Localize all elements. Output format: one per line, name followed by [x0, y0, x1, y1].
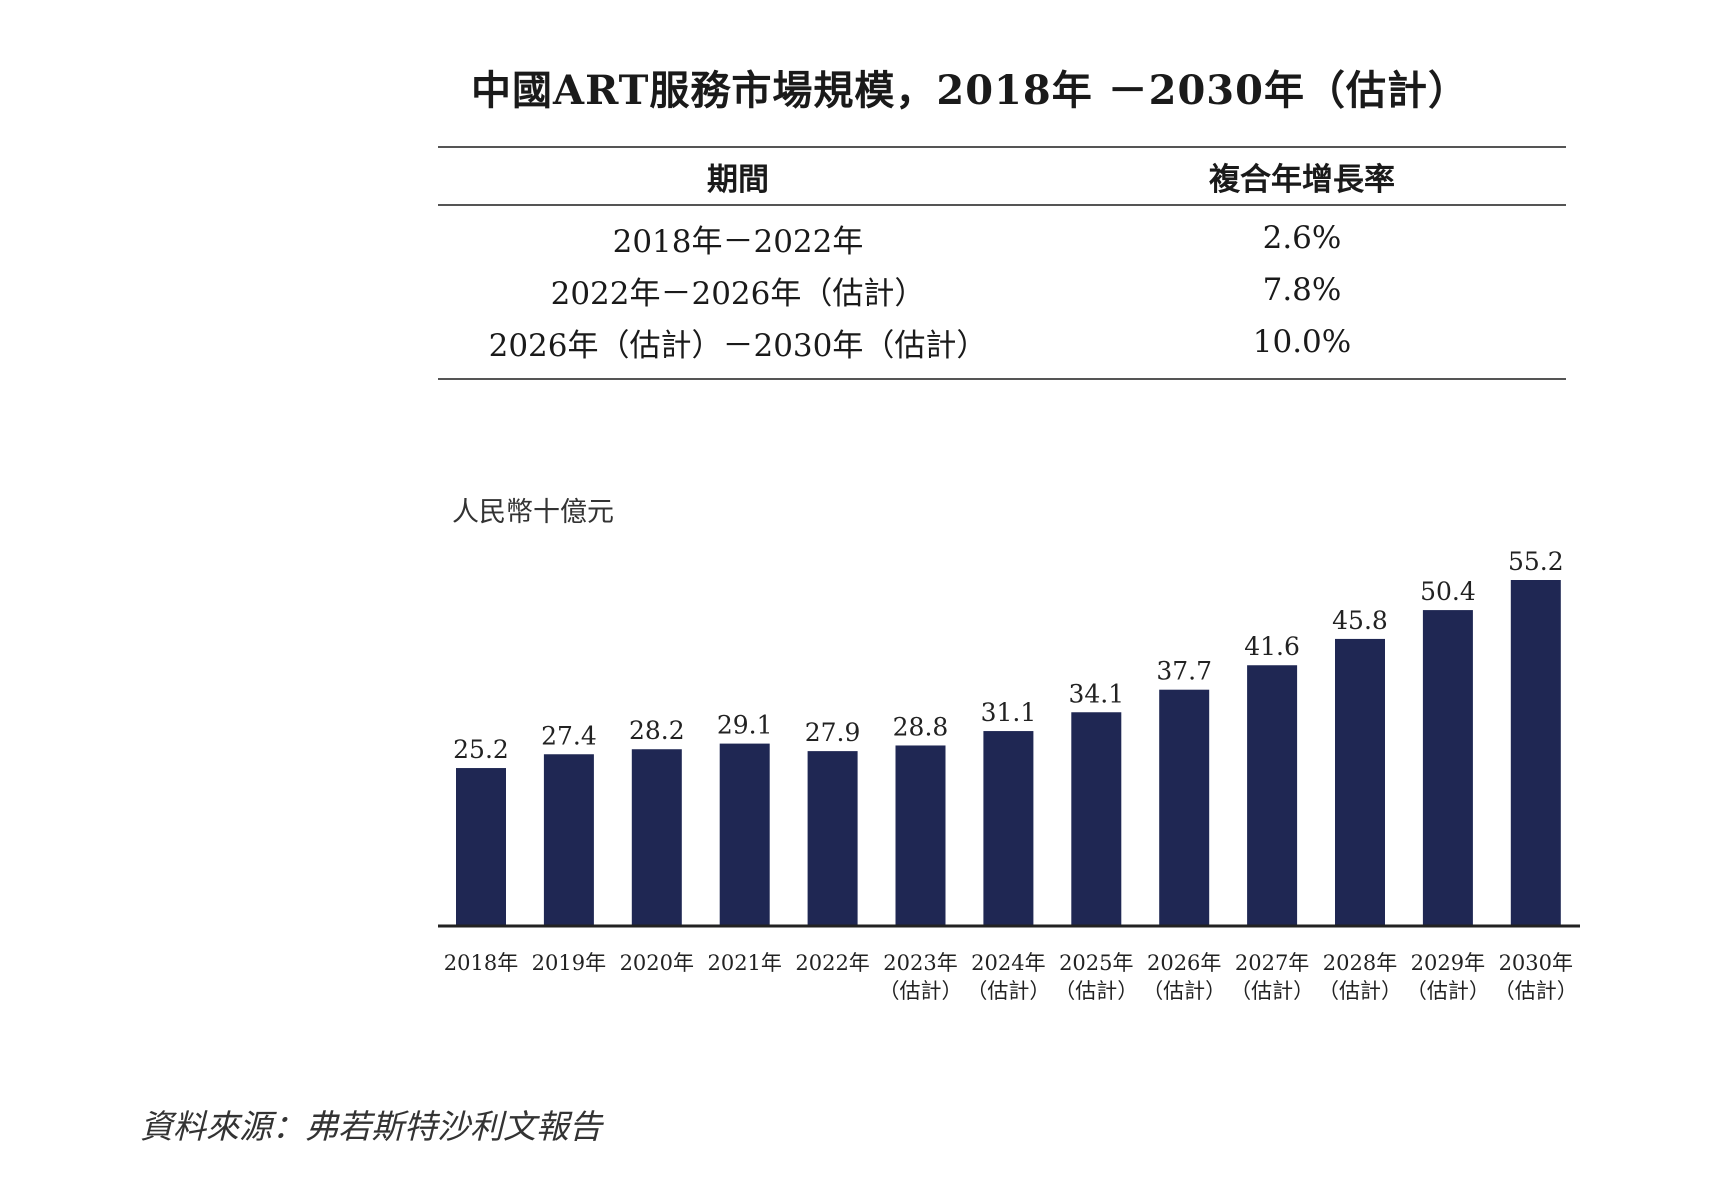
bar: [1335, 638, 1385, 926]
bar: [456, 768, 506, 926]
data-label: 25.2: [453, 735, 509, 764]
data-label: 28.8: [893, 712, 949, 741]
period-cell: 2022年－2026年（估計）: [550, 275, 926, 312]
x-tick-note: （估計）: [1406, 979, 1490, 1003]
x-tick-label: 2024年: [971, 951, 1045, 975]
table-row: 2018年－2022年 2.6%: [438, 212, 1566, 264]
cagr-cell: 7.8%: [1262, 272, 1342, 308]
x-tick-label: 2020年: [620, 951, 694, 975]
data-label: 29.1: [717, 711, 773, 740]
x-tick-label: 2019年: [532, 951, 606, 975]
x-tick-label: 2025年: [1059, 951, 1133, 975]
x-tick-note: （估計）: [1142, 979, 1226, 1003]
x-tick-note: （估計）: [879, 979, 963, 1003]
x-tick-label: 2029年: [1411, 951, 1485, 975]
data-label: 31.1: [981, 698, 1037, 727]
x-tick-note: （估計）: [1318, 979, 1402, 1003]
bar: [631, 749, 682, 926]
bar: [1422, 610, 1473, 926]
bar: [719, 743, 770, 926]
bar: [1247, 665, 1298, 926]
x-tick-label: 2030年: [1499, 951, 1573, 975]
chart-title: 中國ART服務市場規模，2018年 －2030年（估計）: [471, 67, 1469, 114]
table-bottom-rule: [438, 378, 1566, 380]
x-tick-label: 2023年: [883, 951, 957, 975]
bar: [543, 754, 594, 926]
table-header-row: 期間 複合年增長率: [438, 148, 1566, 204]
cagr-cell: 10.0%: [1252, 324, 1352, 360]
y-unit-label: 人民幣十億元: [452, 497, 614, 528]
cagr-table: 期間 複合年增長率 2018年－2022年 2.6% 2022年－2026年（估…: [438, 146, 1566, 380]
data-label: 34.1: [1068, 679, 1124, 708]
data-label: 55.2: [1508, 547, 1564, 576]
data-label: 27.4: [541, 721, 597, 750]
table-row: 2022年－2026年（估計） 7.8%: [438, 264, 1566, 316]
table-header-rule: [438, 204, 1566, 206]
data-label: 28.2: [629, 716, 685, 745]
x-tick-label: 2021年: [707, 951, 781, 975]
bar: [1159, 689, 1210, 926]
data-label: 27.9: [805, 718, 861, 747]
bar: [807, 751, 858, 926]
x-tick-note: （估計）: [1494, 979, 1578, 1003]
table-row: 2026年（估計）－2030年（估計） 10.0%: [438, 316, 1566, 368]
bar: [983, 731, 1034, 926]
cagr-cell: 2.6%: [1262, 220, 1342, 256]
period-cell: 2026年（估計）－2030年（估計）: [488, 327, 988, 364]
data-label: 41.6: [1244, 632, 1300, 661]
source-note: 資料來源：弗若斯特沙利文報告: [140, 1107, 602, 1146]
x-tick-label: 2028年: [1323, 951, 1397, 975]
table-top-rule: [438, 146, 1566, 148]
x-tick-note: （估計）: [1230, 979, 1314, 1003]
table-body: 2018年－2022年 2.6% 2022年－2026年（估計） 7.8% 20…: [438, 206, 1566, 378]
bar: [1071, 712, 1122, 926]
bar: [1510, 580, 1561, 926]
header-cagr: 複合年增長率: [1209, 161, 1395, 198]
data-label: 50.4: [1420, 577, 1476, 606]
x-tick-label: 2022年: [795, 951, 869, 975]
period-cell: 2018年－2022年: [612, 223, 864, 260]
x-tick-note: （估計）: [966, 979, 1050, 1003]
x-tick-label: 2026年: [1147, 951, 1221, 975]
x-tick-label: 2027年: [1235, 951, 1309, 975]
bar: [895, 745, 946, 926]
data-label: 37.7: [1156, 657, 1212, 686]
data-label: 45.8: [1332, 606, 1388, 635]
header-period: 期間: [707, 161, 769, 198]
x-tick-note: （估計）: [1054, 979, 1138, 1003]
x-tick-label: 2018年: [444, 951, 518, 975]
